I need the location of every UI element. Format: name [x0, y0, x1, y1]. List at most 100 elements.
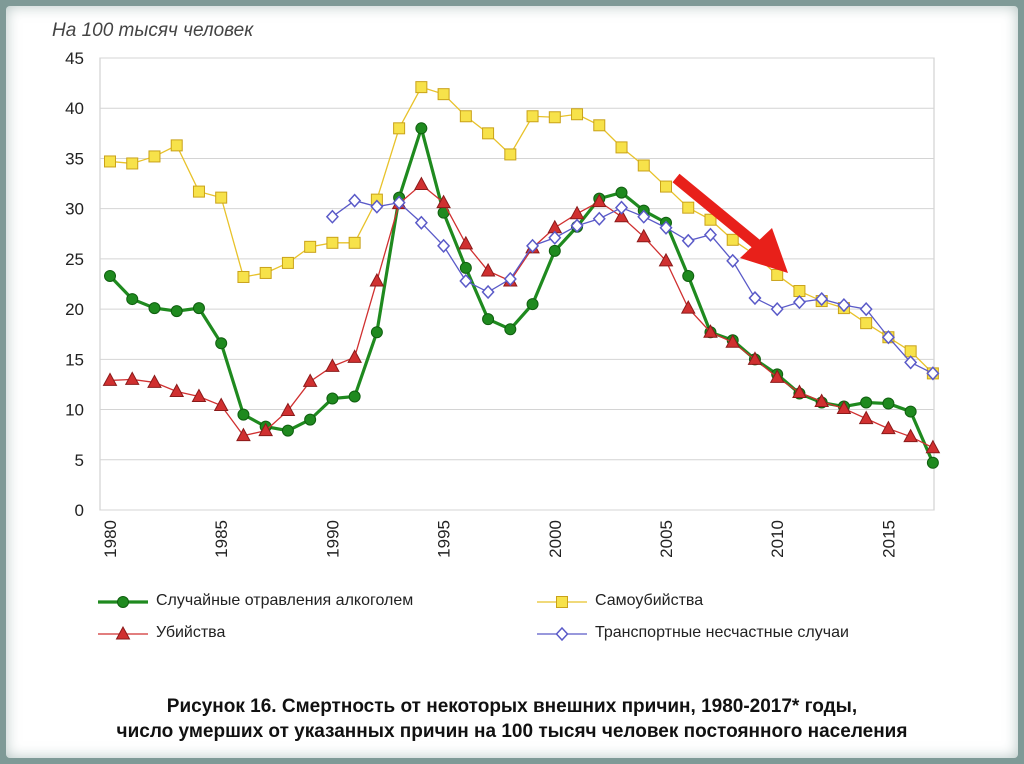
red-arrow-annotation	[672, 173, 788, 273]
data-point-circle	[126, 293, 139, 306]
y-tick-label: 5	[75, 451, 84, 470]
data-point-circle	[192, 302, 205, 315]
data-point-diamond	[526, 238, 540, 253]
data-point-diamond	[555, 626, 569, 642]
data-point-circle	[615, 186, 628, 199]
data-point-diamond	[325, 209, 339, 224]
y-tick-label: 40	[65, 99, 84, 118]
data-point-diamond	[926, 366, 940, 381]
y-tick-label: 10	[65, 401, 84, 420]
data-point-triangle	[302, 373, 318, 387]
data-point-square	[237, 270, 250, 283]
data-point-circle	[170, 305, 183, 318]
legend-label: Транспортные несчастные случаи	[595, 624, 849, 641]
y-tick-labels: 0 5 10 15 20 25 30 35 40 45	[65, 49, 84, 520]
data-point-triangle	[792, 384, 807, 398]
legend-marker-square	[537, 596, 587, 608]
data-point-triangle	[836, 400, 852, 415]
y-tick-label: 35	[65, 149, 84, 168]
data-point-diamond	[437, 238, 451, 253]
y-tick-label: 0	[75, 501, 84, 520]
arrow-head	[740, 228, 788, 273]
data-point-square	[593, 119, 606, 132]
data-point-diamond	[859, 302, 873, 317]
data-point-diamond	[659, 220, 673, 235]
data-point-square	[526, 110, 539, 123]
data-point-triangle	[903, 428, 918, 443]
plot-background	[99, 57, 935, 511]
chart-area: 0 5 10 15 20 25 30 35 40 45 1980 1985 1990 1995 2000 2…	[65, 49, 941, 558]
x-tick-label: 1995	[435, 520, 454, 558]
data-point-triangle	[325, 358, 340, 372]
data-point-circle	[117, 596, 129, 608]
data-point-circle	[148, 302, 161, 315]
data-point-triangle	[115, 625, 131, 640]
x-tick-label: 2000	[546, 520, 565, 558]
data-point-square	[104, 155, 116, 168]
figure-caption: Рисунок 16. Смертность от некоторых внеш…	[0, 694, 1024, 744]
data-point-square	[304, 240, 317, 253]
data-point-circle	[482, 313, 495, 326]
data-point-square	[326, 236, 339, 249]
y-tick-label: 45	[65, 49, 84, 68]
legend-marker-diamond	[537, 626, 587, 642]
data-point-square	[556, 596, 568, 608]
data-point-circle	[237, 408, 250, 421]
data-point-circle	[348, 390, 361, 403]
data-point-diamond	[815, 291, 829, 307]
data-point-square	[459, 110, 472, 123]
data-point-square	[482, 127, 495, 140]
x-tick-label: 2015	[879, 520, 898, 558]
data-point-square	[637, 159, 650, 172]
data-point-diamond	[348, 193, 362, 208]
data-point-diamond	[770, 302, 784, 317]
data-point-circle	[304, 413, 317, 426]
data-point-triangle	[769, 369, 785, 383]
data-point-triangle	[636, 228, 652, 243]
data-point-triangle	[925, 439, 941, 454]
data-point-triangle	[881, 420, 896, 435]
data-point-circle	[370, 326, 383, 339]
series-layer	[102, 81, 941, 469]
data-point-square	[215, 191, 228, 204]
arrow-shaft	[672, 173, 764, 252]
data-point-diamond	[481, 284, 495, 300]
data-point-triangle	[480, 262, 496, 277]
data-point-square	[170, 139, 183, 152]
data-point-circle	[215, 337, 228, 350]
data-point-triangle	[258, 422, 274, 437]
data-point-square	[192, 185, 205, 198]
data-point-square	[504, 148, 517, 161]
data-point-circle	[326, 392, 339, 405]
data-point-triangle	[591, 193, 607, 208]
data-point-triangle	[458, 235, 474, 250]
data-point-triangle	[614, 208, 629, 223]
data-point-square	[259, 266, 272, 279]
data-point-square	[682, 201, 695, 214]
data-point-diamond	[570, 218, 584, 233]
data-point-square	[126, 157, 139, 170]
data-point-triangle	[213, 397, 229, 412]
data-point-diamond	[370, 199, 384, 214]
data-point-diamond	[414, 215, 428, 230]
caption-line-2: число умерших от указанных причин на 100…	[116, 721, 908, 742]
data-point-diamond	[881, 330, 895, 345]
data-point-circle	[415, 122, 428, 135]
caption-line-1: Рисунок 16. Смертность от некоторых внеш…	[166, 696, 858, 717]
data-point-triangle	[814, 393, 830, 408]
data-point-triangle	[191, 388, 207, 402]
series-line	[332, 199, 934, 374]
data-point-square	[437, 88, 450, 101]
x-tick-labels: 1980 1985 1990 1995 2000 2005 2010 2015	[101, 520, 898, 558]
data-point-circle	[904, 405, 917, 418]
data-point-triangle	[858, 410, 874, 425]
data-point-square	[904, 345, 917, 358]
data-point-triangle	[414, 176, 429, 191]
data-point-square	[571, 108, 584, 121]
data-point-square	[348, 236, 361, 249]
series-1	[104, 81, 939, 380]
data-point-diamond	[837, 297, 851, 313]
data-point-triangle	[703, 324, 718, 338]
data-point-triangle	[102, 372, 118, 386]
data-point-triangle	[236, 427, 251, 442]
